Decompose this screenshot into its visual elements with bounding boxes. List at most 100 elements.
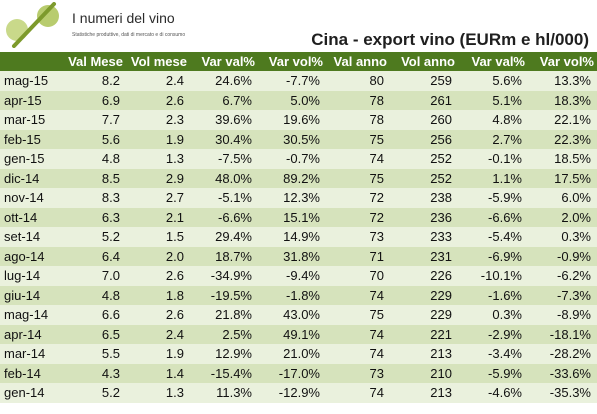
table-cell: 256 [390, 129, 458, 149]
table-cell: 260 [390, 110, 458, 130]
table-cell: 15.1% [258, 207, 326, 227]
table-row: giu-14 4.8 1.8 -19.5% -1.8% 74 229 -1.6% -7.3% [0, 285, 597, 305]
table-cell: 73 [326, 363, 390, 383]
table-cell: 2.0 [126, 246, 190, 266]
table-cell: 6.9 [62, 90, 126, 110]
table-cell: -4.6% [458, 383, 528, 403]
table-cell: -1.6% [458, 285, 528, 305]
table-row: nov-14 8.3 2.7 -5.1% 12.3% 72 238 -5.9% 6.0% [0, 188, 597, 208]
table-cell: 2.5% [190, 324, 258, 344]
row-month-cell: lug-14 [0, 266, 62, 286]
table-cell: 238 [390, 188, 458, 208]
table-cell: 72 [326, 188, 390, 208]
logo-subtitle: Statistiche produttive, dati di mercato … [72, 32, 186, 38]
table-cell: 226 [390, 266, 458, 286]
row-month-cell: ott-14 [0, 207, 62, 227]
table-cell: 12.9% [190, 344, 258, 364]
table-cell: -10.1% [458, 266, 528, 286]
table-cell: 5.2 [62, 383, 126, 403]
table-cell: -1.8% [258, 285, 326, 305]
table-cell: 74 [326, 324, 390, 344]
table-cell: 8.2 [62, 71, 126, 91]
column-header [0, 52, 62, 71]
table-cell: 30.4% [190, 129, 258, 149]
table-cell: 74 [326, 383, 390, 403]
table-row: dic-14 8.5 2.9 48.0% 89.2% 75 252 1.1% 17.5% [0, 168, 597, 188]
table-cell: 6.3 [62, 207, 126, 227]
table-cell: 80 [326, 71, 390, 91]
table-cell: 48.0% [190, 168, 258, 188]
table-row: feb-15 5.6 1.9 30.4% 30.5% 75 256 2.7% 22.3% [0, 129, 597, 149]
column-header: Var val% [190, 52, 258, 71]
table-cell: -18.1% [528, 324, 597, 344]
row-month-cell: mag-14 [0, 305, 62, 325]
table-cell: -3.4% [458, 344, 528, 364]
table-cell: 74 [326, 344, 390, 364]
table-cell: -19.5% [190, 285, 258, 305]
table-cell: 6.0% [528, 188, 597, 208]
table-cell: 2.4 [126, 71, 190, 91]
table-cell: 4.8% [458, 110, 528, 130]
table-cell: 24.6% [190, 71, 258, 91]
table-cell: 6.4 [62, 246, 126, 266]
column-header: Vol anno [390, 52, 458, 71]
table-cell: -6.6% [190, 207, 258, 227]
table-cell: 4.8 [62, 285, 126, 305]
table-cell: 5.0% [258, 90, 326, 110]
row-month-cell: feb-15 [0, 129, 62, 149]
table-cell: -7.7% [258, 71, 326, 91]
table-cell: -6.2% [528, 266, 597, 286]
table-cell: 0.3% [528, 227, 597, 247]
table-cell: 2.9 [126, 168, 190, 188]
table-cell: 231 [390, 246, 458, 266]
table-cell: -28.2% [528, 344, 597, 364]
table-cell: 2.4 [126, 324, 190, 344]
table-cell: 261 [390, 90, 458, 110]
table-cell: -6.6% [458, 207, 528, 227]
table-cell: 5.2 [62, 227, 126, 247]
column-header: Val Mese [62, 52, 126, 71]
row-month-cell: mar-15 [0, 110, 62, 130]
table-cell: 11.3% [190, 383, 258, 403]
table-cell: 213 [390, 383, 458, 403]
table-cell: 49.1% [258, 324, 326, 344]
table-cell: -5.9% [458, 188, 528, 208]
row-month-cell: nov-14 [0, 188, 62, 208]
table-cell: -7.3% [528, 285, 597, 305]
table-cell: 6.5 [62, 324, 126, 344]
table-cell: -9.4% [258, 266, 326, 286]
table-cell: 8.5 [62, 168, 126, 188]
table-cell: 43.0% [258, 305, 326, 325]
table-row: lug-14 7.0 2.6 -34.9% -9.4% 70 226 -10.1% -6.2% [0, 266, 597, 286]
table-cell: 213 [390, 344, 458, 364]
table-cell: 74 [326, 285, 390, 305]
table-cell: 1.1% [458, 168, 528, 188]
row-month-cell: ago-14 [0, 246, 62, 266]
table-cell: 5.6 [62, 129, 126, 149]
row-month-cell: apr-14 [0, 324, 62, 344]
table-cell: 19.6% [258, 110, 326, 130]
table-cell: 74 [326, 149, 390, 169]
table-cell: -8.9% [528, 305, 597, 325]
table-cell: 259 [390, 71, 458, 91]
table-row: ott-14 6.3 2.1 -6.6% 15.1% 72 236 -6.6% 2.0% [0, 207, 597, 227]
table-row: apr-15 6.9 2.6 6.7% 5.0% 78 261 5.1% 18.3% [0, 90, 597, 110]
table-cell: -34.9% [190, 266, 258, 286]
table-cell: 22.1% [528, 110, 597, 130]
table-cell: 2.7 [126, 188, 190, 208]
table-cell: 31.8% [258, 246, 326, 266]
table-row: gen-14 5.2 1.3 11.3% -12.9% 74 213 -4.6% -35.3% [0, 383, 597, 403]
table-cell: 6.6 [62, 305, 126, 325]
table-cell: 236 [390, 207, 458, 227]
table-cell: 221 [390, 324, 458, 344]
table-row: mag-15 8.2 2.4 24.6% -7.7% 80 259 5.6% 13.3% [0, 71, 597, 91]
row-month-cell: feb-14 [0, 363, 62, 383]
table-row: gen-15 4.8 1.3 -7.5% -0.7% 74 252 -0.1% 18.5% [0, 149, 597, 169]
table-cell: 75 [326, 129, 390, 149]
logo-title: I numeri del vino [72, 10, 175, 26]
header-row: Val Mese Vol mese Var val% Var vol% Val … [0, 52, 597, 71]
table-cell: 5.6% [458, 71, 528, 91]
table-cell: -35.3% [528, 383, 597, 403]
table-cell: 70 [326, 266, 390, 286]
table-row: mar-14 5.5 1.9 12.9% 21.0% 74 213 -3.4% -28.2% [0, 344, 597, 364]
